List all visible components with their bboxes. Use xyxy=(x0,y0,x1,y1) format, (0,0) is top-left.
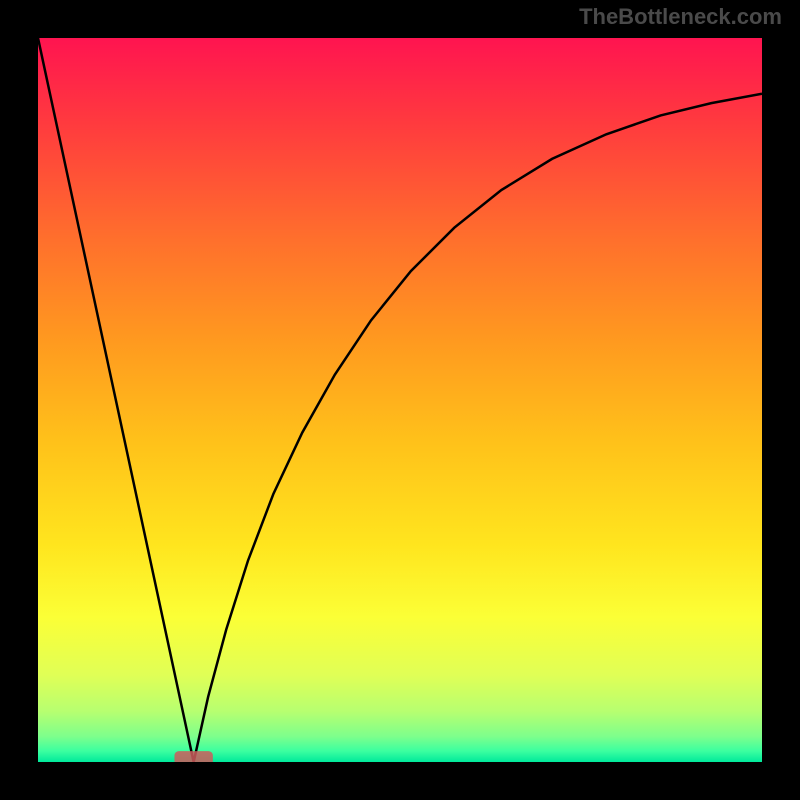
plot-area xyxy=(38,38,762,762)
watermark-text: TheBottleneck.com xyxy=(579,4,782,30)
curve-path xyxy=(38,38,762,762)
min-marker xyxy=(174,751,212,762)
chart-frame: TheBottleneck.com xyxy=(0,0,800,800)
curve-layer xyxy=(38,38,762,762)
